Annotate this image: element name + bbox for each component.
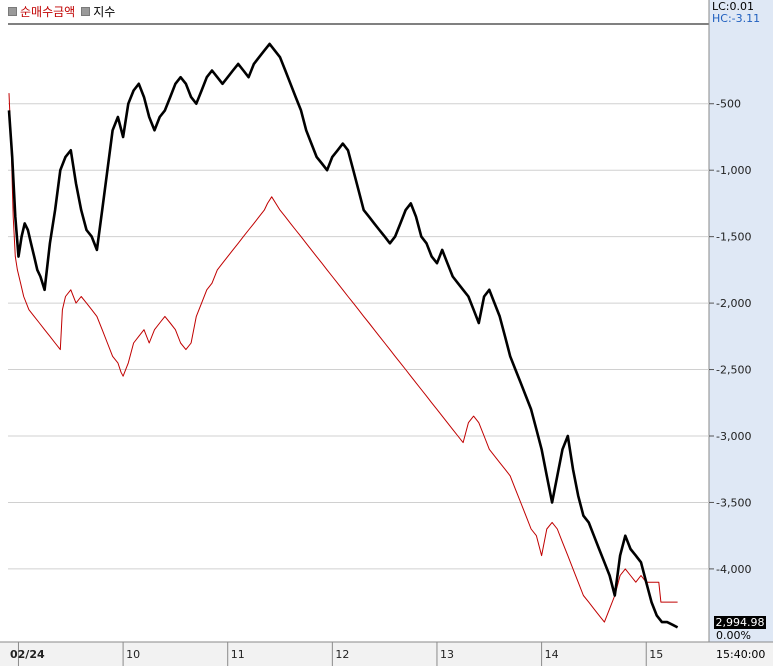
y-tick-label: -1,000 <box>716 164 751 177</box>
y-tick-label: -3,500 <box>716 496 751 509</box>
series-line-2 <box>7 42 679 629</box>
end-time-label: 15:40:00 <box>716 648 766 661</box>
y-tick-label: -500 <box>716 98 741 111</box>
x-tick-label: 11 <box>231 648 245 661</box>
series-lines <box>7 42 679 629</box>
y-tick-label: -2,500 <box>716 364 751 377</box>
y-tick-label: -2,000 <box>716 297 751 310</box>
legend-swatch-icon <box>8 7 17 16</box>
x-tick-label: 10 <box>126 648 140 661</box>
x-tick-label: 02/24 <box>10 648 45 661</box>
y-tick-label: -1,500 <box>716 231 751 244</box>
x-axis-panel <box>0 642 773 666</box>
grid-lines <box>8 103 709 570</box>
x-tick-label: 13 <box>440 648 454 661</box>
x-tick-label: 14 <box>545 648 559 661</box>
y-tick-labels: -500 -1,000 -1,500 -2,000 -2,500 -3,000 -3,500… <box>709 98 751 576</box>
x-tick-label: 15 <box>649 648 663 661</box>
series-line-1 <box>8 93 678 623</box>
hc-value: HC:-3.11 <box>712 12 761 25</box>
y-tick-label: -4,000 <box>716 563 751 576</box>
legend-swatch-icon <box>81 7 91 16</box>
x-tick-labels: 02/24 10 11 12 13 14 15 <box>10 642 663 666</box>
y-axis-panel <box>709 0 773 642</box>
y-tick-label: -3,000 <box>716 430 751 443</box>
last-pct-label: 0.00% <box>716 629 751 642</box>
corner-readout: LC:0.01 HC:-3.11 <box>712 1 760 25</box>
legend: 순매수금액 지수 <box>8 3 115 20</box>
x-tick-label: 12 <box>335 648 349 661</box>
legend-item-series1[interactable]: 순매수금액 <box>8 3 75 20</box>
last-value-badge: 2,994.98 <box>714 616 766 629</box>
plot-background <box>8 24 709 642</box>
lc-value: LC:0.01 <box>712 0 755 13</box>
legend-item-series2[interactable]: 지수 <box>81 3 115 20</box>
